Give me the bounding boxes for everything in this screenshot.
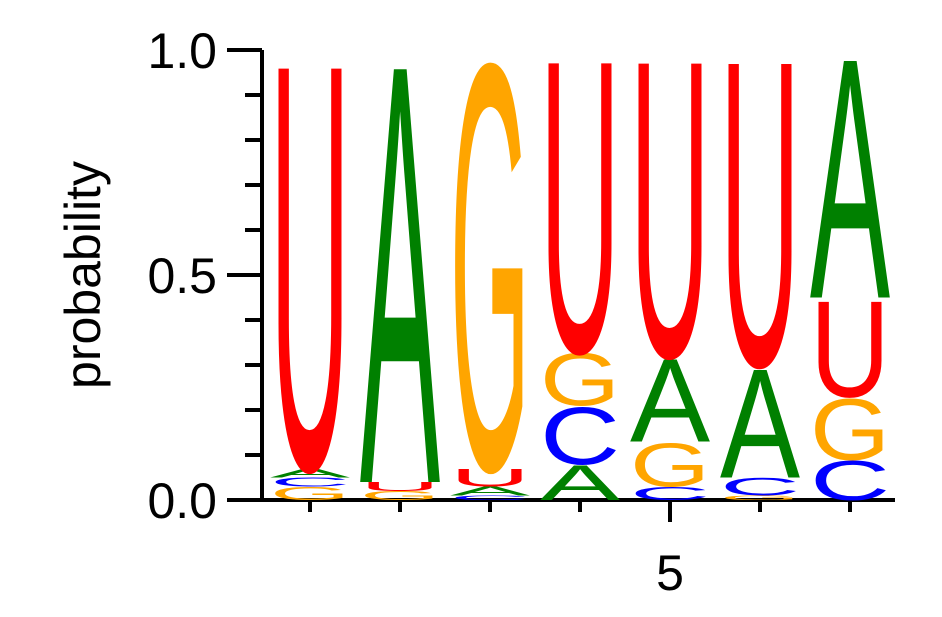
logo-letter: U <box>720 0 800 459</box>
y-axis-label: probability <box>55 161 111 389</box>
logo-letter: G <box>270 483 350 504</box>
logo-letter: A <box>810 0 890 371</box>
logo-letter: A <box>540 455 620 511</box>
logo-letter: C <box>630 483 710 504</box>
logo-letter: U <box>360 480 440 494</box>
logo-letter: G <box>810 380 890 478</box>
y-tick-label: 1.0 <box>147 23 217 79</box>
logo-letter: C <box>540 391 620 482</box>
logo-letter: U <box>810 273 890 426</box>
logo-letter: U <box>630 0 710 447</box>
logo-letter: G <box>720 494 800 501</box>
logo-letter: A <box>360 0 441 610</box>
logo-letter: A <box>450 484 531 498</box>
logo-letter: U <box>540 0 620 441</box>
logo-letter: G <box>450 0 530 593</box>
logo-letter: A <box>720 336 801 511</box>
logo-letter: G <box>540 338 620 422</box>
logo-letter: U <box>270 0 350 593</box>
logo-letter: C <box>810 449 890 512</box>
logo-letter: A <box>270 466 351 480</box>
logo-letter: A <box>630 336 711 468</box>
logo-letter: U <box>450 464 530 492</box>
y-tick-label: 0.0 <box>147 473 217 529</box>
logo-letter: G <box>630 430 710 500</box>
y-tick-label: 0.5 <box>147 248 217 304</box>
logo-letter: C <box>720 473 800 501</box>
logo-letter: C <box>450 494 530 501</box>
logo-letter: G <box>360 489 440 503</box>
logo-letter: C <box>270 475 350 489</box>
x-tick-label: 5 <box>656 545 684 601</box>
